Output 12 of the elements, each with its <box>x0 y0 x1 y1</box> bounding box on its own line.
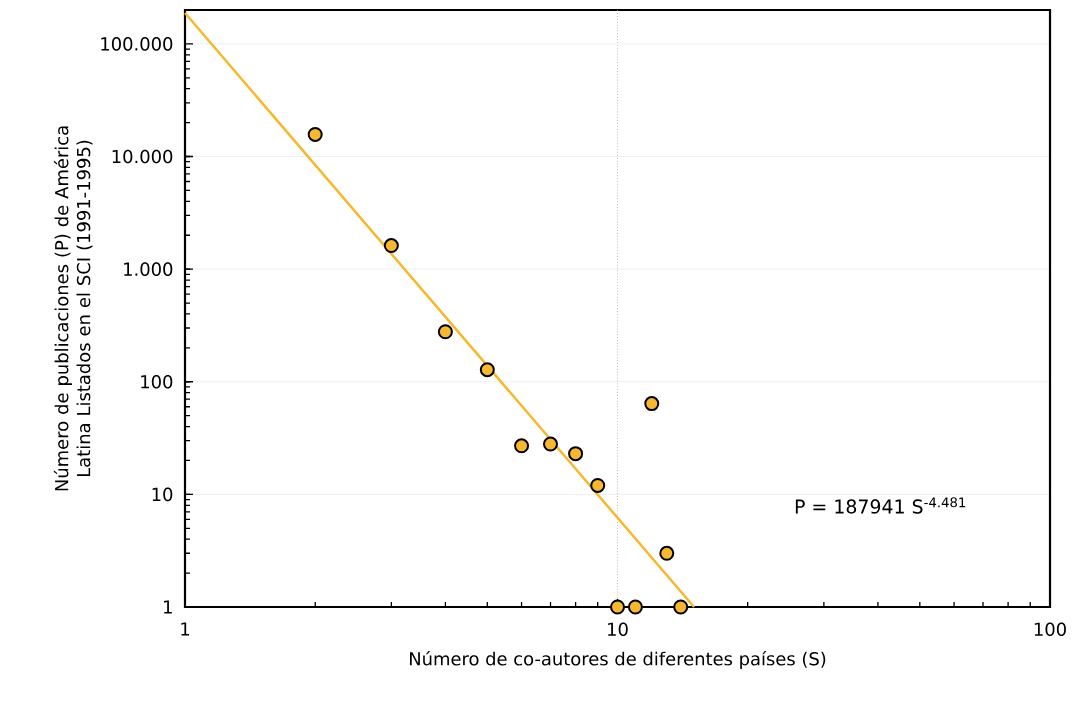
y-tick-label: 1 <box>164 600 172 614</box>
x-tick-label: 10 <box>608 622 628 637</box>
y-tick-label: 1.000 <box>124 262 173 276</box>
y-tick-label: 10 <box>152 487 173 502</box>
y-tick-label: 100 <box>141 374 173 389</box>
y-tick-label: 10.000 <box>112 149 173 164</box>
x-tick-label: 100 <box>1034 622 1066 637</box>
x-axis-title: Número de co-autores de diferentes países (S) <box>409 650 826 669</box>
x-tick-label: 1 <box>181 622 190 636</box>
y-axis-title: Número de publicaciones (P) de América Latina Listados en el SCI (1991-1995) <box>53 126 93 491</box>
y-tick-label: 100.000 <box>101 37 173 51</box>
annotation: P = 187941 S$^{-4.481}$ <box>795 497 966 514</box>
